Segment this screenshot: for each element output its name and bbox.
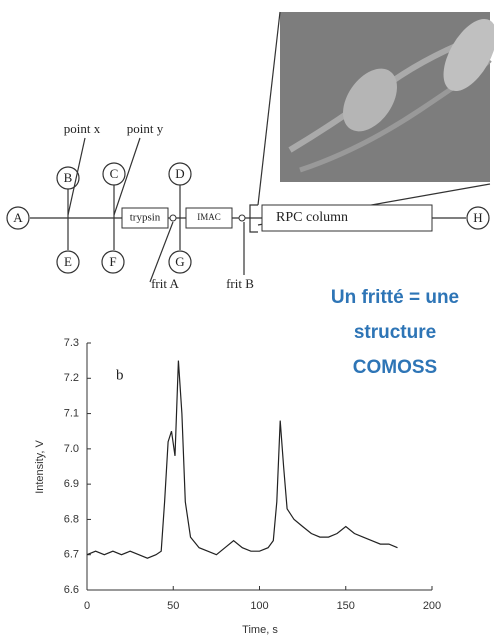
frit	[238, 214, 246, 222]
y-tick-label: 7.3	[64, 337, 79, 349]
y-tick-label: 7.1	[64, 407, 79, 419]
pointer-label: frit B	[226, 276, 254, 291]
bracket	[249, 204, 258, 233]
frit	[169, 214, 177, 222]
pointer-label: point x	[64, 121, 101, 136]
x-tick-label: 0	[84, 600, 90, 612]
x-tick-label: 50	[167, 600, 179, 612]
sem-image	[280, 12, 494, 182]
pointer-label: frit A	[151, 276, 179, 291]
node-label: G	[175, 254, 184, 269]
node-label: B	[64, 170, 73, 185]
node-label: E	[64, 254, 72, 269]
note: Un fritté = une	[331, 287, 459, 308]
node-label: C	[110, 166, 119, 181]
pointer	[67, 137, 86, 216]
pointer	[113, 137, 141, 216]
pointer-label: point y	[127, 121, 164, 136]
y-tick-label: 6.7	[64, 549, 79, 561]
nodes	[6, 162, 490, 274]
node-label: A	[13, 210, 23, 225]
x-tick-label: 200	[423, 600, 441, 612]
y-tick-label: 7.0	[64, 443, 79, 455]
box	[185, 207, 233, 229]
box	[261, 204, 433, 232]
x-axis-label: Time, s	[242, 624, 278, 636]
note: structure	[354, 322, 436, 343]
x-tick-label: 150	[337, 600, 355, 612]
panel-label: b	[116, 367, 124, 383]
zoom-line	[257, 11, 281, 206]
y-tick-label: 6.8	[64, 513, 79, 525]
y-tick-label: 6.6	[64, 584, 79, 596]
y-tick-label: 7.2	[64, 372, 79, 384]
note: COMOSS	[353, 357, 437, 378]
box-label: IMAC	[197, 212, 221, 222]
node-label: H	[473, 210, 482, 225]
line	[86, 360, 398, 559]
x-tick-label: 100	[250, 600, 268, 612]
box-label: trypsin	[130, 212, 161, 224]
y-axis-label: Intensity, V	[34, 440, 46, 494]
pointer	[149, 221, 174, 283]
node-label: D	[175, 166, 184, 181]
chart: b Time, s Intensity, V 6.6 6.7 6.8 6.9 7.0 7.…	[34, 337, 441, 636]
node-label: F	[109, 254, 116, 269]
y-tick-label: 6.9	[64, 478, 79, 490]
box-label: RPC column	[276, 210, 348, 225]
box	[121, 207, 169, 229]
